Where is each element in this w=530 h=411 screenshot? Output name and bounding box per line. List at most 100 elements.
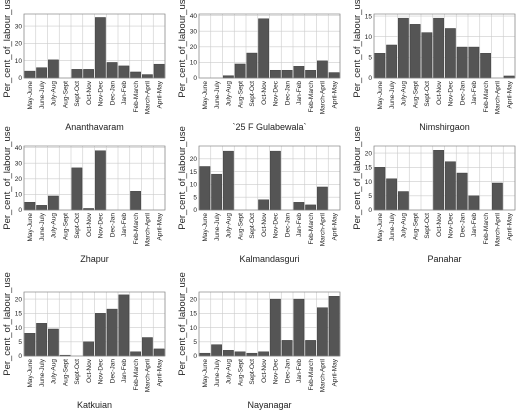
y-tick-label: 10 <box>190 325 198 332</box>
y-axis-label: Per_cent_of_labour_use <box>2 126 13 230</box>
bar <box>328 72 340 79</box>
y-tick-label: 0 <box>18 75 22 82</box>
bar <box>211 173 222 211</box>
bar <box>153 348 165 357</box>
bar <box>456 46 468 79</box>
x-tick-label: Jan-Feb <box>121 213 128 237</box>
bar <box>106 308 118 357</box>
plot-frame <box>198 13 341 79</box>
y-tick-label: 15 <box>365 165 373 172</box>
y-tick-label: 5 <box>193 194 197 201</box>
y-tick-label: 30 <box>15 160 23 167</box>
y-tick-label: 0 <box>368 75 372 82</box>
y-tick-label: 5 <box>368 55 372 62</box>
x-tick-label: May-June <box>202 213 209 242</box>
y-tick-label: 20 <box>15 41 23 48</box>
x-tick-label: March-April <box>495 212 502 246</box>
bar <box>398 17 409 79</box>
bar <box>223 350 234 357</box>
bar <box>328 296 340 357</box>
x-tick-label: Aug-Sept <box>412 213 419 240</box>
bar <box>258 18 269 79</box>
y-tick-label: 0 <box>193 207 197 214</box>
y-axis-label: Per_cent_of_labour_use <box>177 272 188 376</box>
bar <box>142 74 153 79</box>
bar <box>445 28 456 79</box>
x-tick-label: Feb-March <box>133 359 140 391</box>
x-tick-label: June-July <box>39 358 46 387</box>
bar <box>153 63 165 79</box>
x-tick-label: Nov-Dec <box>273 212 280 238</box>
bar <box>211 344 222 357</box>
bar <box>130 191 141 211</box>
bar <box>270 69 281 79</box>
bar <box>374 167 386 211</box>
y-tick-label: 0 <box>193 75 197 82</box>
x-tick-label: March-April <box>320 212 327 246</box>
x-tick-label: Aug-Sept <box>62 213 69 240</box>
bar <box>305 69 316 79</box>
x-tick-label: July-Aug <box>401 213 408 239</box>
plot-frame <box>23 291 166 357</box>
x-tick-label: Sept-Oct <box>249 359 256 385</box>
x-tick-label: May-June <box>27 213 34 242</box>
y-tick-label: 10 <box>15 192 23 199</box>
panel-title: Katkuian <box>77 400 112 410</box>
x-tick-label: March-April <box>145 212 152 246</box>
bar <box>199 352 211 357</box>
y-tick-label: 10 <box>365 34 373 41</box>
bar <box>293 66 305 79</box>
y-tick-label: 0 <box>368 207 372 214</box>
bar <box>48 195 59 211</box>
plot-frame <box>198 145 341 211</box>
x-tick-label: May-June <box>27 81 34 110</box>
x-tick-label: May-June <box>27 359 34 388</box>
x-tick-label: March-April <box>495 80 502 114</box>
x-tick-label: Sept-Oct <box>74 81 81 107</box>
bar <box>24 333 36 357</box>
bar <box>234 63 246 79</box>
x-tick-label: July-Aug <box>51 81 58 107</box>
bar <box>468 46 480 79</box>
panel-title: Nimshirgaon <box>419 122 470 132</box>
x-tick-label: July-Aug <box>226 213 233 239</box>
x-tick-label: Sept-Oct <box>424 213 431 239</box>
bar <box>386 44 397 79</box>
x-tick-label: Dec-Jan <box>284 359 291 384</box>
bar <box>293 298 305 357</box>
bar <box>433 150 444 211</box>
bar <box>223 150 234 211</box>
x-tick-label: Aug-Sept <box>62 359 69 386</box>
plot-frame <box>198 291 341 357</box>
y-axis-label: Per_cent_of_labour_use <box>352 126 363 230</box>
panel-title: Panahar <box>427 254 461 264</box>
x-tick-label: March-April <box>320 358 327 392</box>
y-tick-label: 15 <box>365 13 373 20</box>
x-tick-label: Nov-Dec <box>98 358 105 384</box>
bar <box>83 341 94 357</box>
y-tick-label: 40 <box>190 13 198 20</box>
y-tick-label: 15 <box>190 311 198 318</box>
panel-title: Nayanagar <box>247 400 291 410</box>
bar <box>317 60 328 79</box>
bar <box>374 53 386 79</box>
bar <box>36 67 47 79</box>
bar <box>398 191 409 211</box>
x-tick-label: Dec-Jan <box>459 81 466 106</box>
x-tick-label: Feb-March <box>308 359 315 391</box>
bar <box>293 202 305 211</box>
y-tick-label: 30 <box>190 28 198 35</box>
x-tick-label: Sept-Oct <box>249 81 256 107</box>
y-axis-label: Per_cent_of_labour_use <box>2 0 13 98</box>
bar <box>95 150 106 211</box>
x-tick-label: June-July <box>39 80 46 109</box>
x-tick-label: July-Aug <box>226 81 233 107</box>
x-tick-label: Nov-Dec <box>448 80 455 106</box>
x-tick-label: Dec-Jan <box>109 213 116 238</box>
bar <box>258 351 269 357</box>
x-tick-label: March-April <box>145 80 152 114</box>
bar <box>270 150 281 211</box>
x-tick-label: Jan-Feb <box>471 81 478 105</box>
x-tick-label: May-June <box>377 81 384 110</box>
bar <box>48 328 59 357</box>
